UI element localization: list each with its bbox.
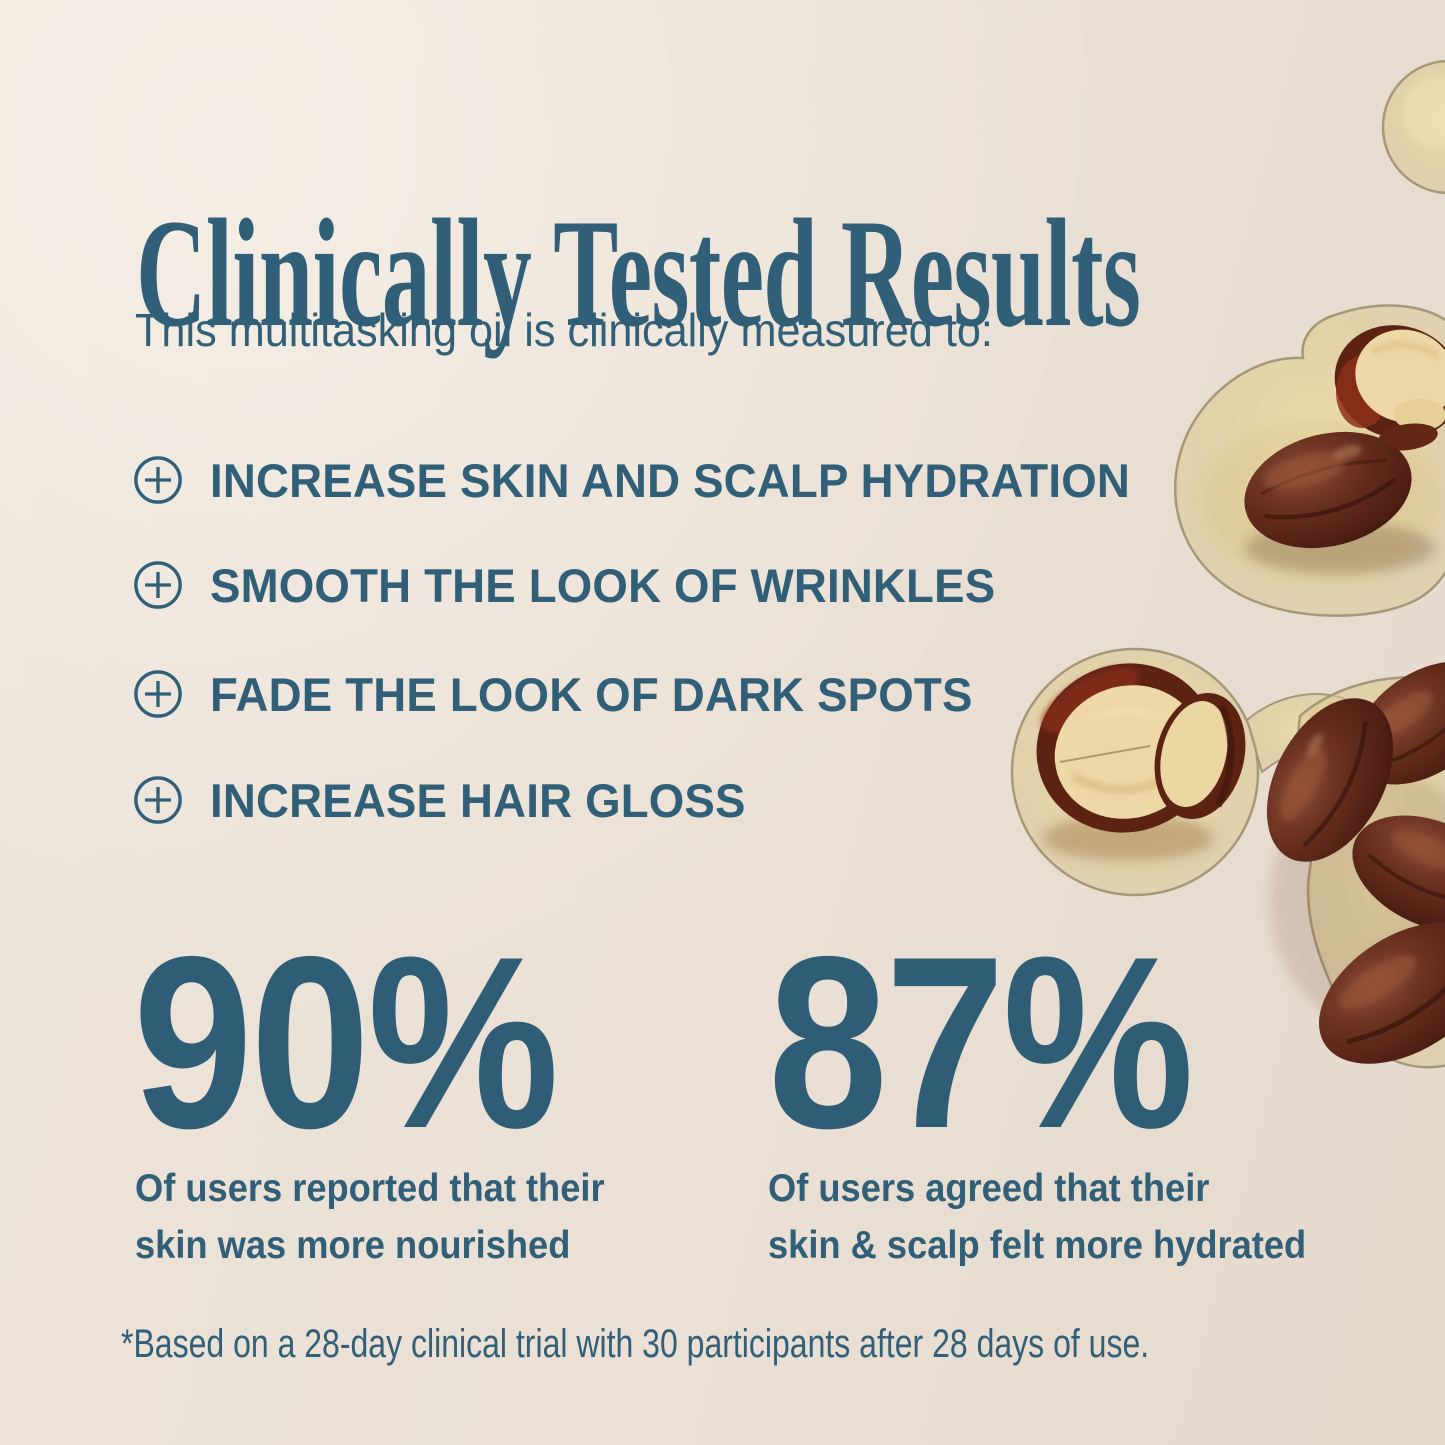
circle-plus-icon [134,456,182,504]
circle-plus-icon [134,776,182,824]
stat-caption-nourished: Of users reported that their skin was mo… [135,1160,605,1274]
stat-caption-line: Of users reported that their [135,1167,605,1210]
stat-value-nourished: 90% [133,905,559,1179]
stat-caption-hydrated: Of users agreed that their skin & scalp … [768,1160,1306,1274]
benefit-row-hair-gloss: INCREASE HAIR GLOSS [133,772,762,828]
benefit-row-dark-spots: FADE THE LOOK OF DARK SPOTS [133,666,996,722]
benefit-label: FADE THE LOOK OF DARK SPOTS [210,667,973,721]
cracked-jojoba-seed [1334,325,1445,451]
benefit-row-wrinkles: SMOOTH THE LOOK OF WRINKLES [133,557,1020,613]
benefit-label: INCREASE HAIR GLOSS [210,773,746,827]
page-subtitle: This multitasking oil is clinically meas… [135,304,993,356]
page-title: Clinically Tested Results [136,186,1141,359]
stat-value-hydrated: 87% [768,905,1194,1179]
stat-caption-line: skin & scalp felt more hydrated [768,1224,1307,1267]
circle-plus-icon [134,561,182,609]
circle-plus-icon [134,670,182,718]
jojoba-seed [1244,431,1435,574]
stat-caption-line: skin was more nourished [135,1224,571,1267]
benefit-label: INCREASE SKIN AND SCALP HYDRATION [210,453,1130,507]
jojoba-seeds-cluster [1266,661,1445,1064]
stat-caption-line: Of users agreed that their [768,1167,1210,1210]
oil-droplet-small [1381,59,1445,195]
benefit-row-hydration: INCREASE SKIN AND SCALP HYDRATION [133,452,1158,508]
benefit-label: SMOOTH THE LOOK OF WRINKLES [210,558,996,612]
clinical-trial-footnote: *Based on a 28-day clinical trial with 3… [121,1322,1150,1366]
